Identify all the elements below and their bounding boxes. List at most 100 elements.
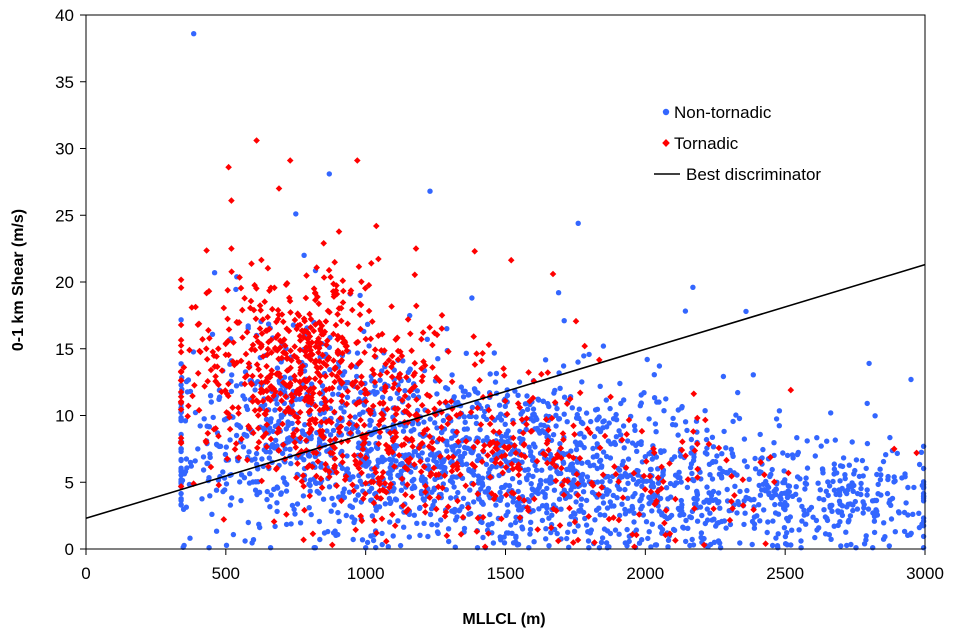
non-tornadic-point — [594, 452, 600, 458]
tornadic-point — [232, 440, 240, 447]
tornadic-point — [301, 327, 308, 335]
tornadic-point — [330, 464, 338, 472]
tornadic-point — [710, 505, 717, 513]
tornadic-point — [322, 460, 329, 468]
tornadic-point — [383, 369, 391, 376]
tornadic-point — [264, 264, 272, 272]
non-tornadic-point — [854, 506, 861, 512]
tornadic-point — [309, 416, 316, 423]
non-tornadic-point — [178, 382, 184, 388]
non-tornadic-point — [760, 481, 766, 487]
non-tornadic-point — [710, 458, 716, 465]
tornadic-point — [638, 427, 646, 435]
tornadic-point — [530, 377, 538, 385]
non-tornadic-point — [223, 542, 230, 548]
non-tornadic-point — [597, 458, 603, 464]
tornadic-point — [326, 437, 334, 444]
tornadic-point — [283, 280, 291, 287]
tornadic-point — [267, 383, 275, 390]
non-tornadic-point — [888, 516, 895, 522]
non-tornadic-point — [575, 359, 581, 365]
non-tornadic-point — [796, 527, 802, 533]
non-tornadic-point — [613, 411, 619, 418]
tornadic-point — [574, 536, 582, 544]
tornadic-point — [500, 365, 507, 372]
non-tornadic-point — [910, 511, 916, 517]
non-tornadic-point — [613, 417, 620, 423]
non-tornadic-point — [534, 425, 540, 432]
non-tornadic-point — [234, 422, 240, 428]
non-tornadic-point — [252, 456, 258, 462]
tornadic-point — [403, 408, 410, 415]
tornadic-point — [641, 486, 649, 493]
non-tornadic-point — [585, 538, 592, 544]
tornadic-point — [599, 471, 607, 479]
non-tornadic-point — [589, 489, 596, 496]
non-tornadic-point — [830, 478, 836, 485]
non-tornadic-point — [638, 400, 644, 406]
non-tornadic-point — [831, 461, 837, 467]
non-tornadic-point — [608, 441, 614, 447]
non-tornadic-point — [812, 453, 818, 459]
non-tornadic-point — [267, 425, 273, 431]
non-tornadic-point — [493, 370, 500, 377]
non-tornadic-point — [554, 405, 560, 412]
tornadic-point — [438, 424, 445, 431]
non-tornadic-point — [592, 517, 598, 523]
non-tornadic-point — [312, 545, 318, 551]
non-tornadic-point — [242, 538, 248, 544]
non-tornadic-point — [601, 418, 607, 424]
tornadic-point — [570, 422, 577, 430]
non-tornadic-point — [631, 423, 638, 429]
non-tornadic-point — [368, 533, 374, 539]
non-tornadic-point — [784, 515, 790, 522]
tornadic-point — [661, 519, 668, 527]
non-tornadic-point — [643, 519, 650, 525]
non-tornadic-point — [539, 503, 546, 509]
non-tornadic-point — [761, 507, 767, 513]
non-tornadic-point — [417, 532, 423, 538]
tornadic-point — [235, 454, 243, 461]
non-tornadic-point — [503, 482, 509, 488]
tornadic-point — [195, 406, 203, 414]
tornadic-point — [291, 316, 299, 324]
non-tornadic-point — [794, 451, 801, 458]
non-tornadic-point — [460, 495, 467, 501]
non-tornadic-point — [579, 477, 586, 484]
non-tornadic-point — [267, 449, 273, 455]
tornadic-point — [382, 385, 389, 392]
non-tornadic-point — [330, 530, 337, 536]
non-tornadic-point — [578, 442, 584, 448]
non-tornadic-point — [263, 416, 270, 422]
non-tornadic-point — [414, 388, 420, 394]
tornadic-point — [523, 415, 530, 422]
tornadic-point — [497, 460, 504, 467]
tornadic-point — [258, 330, 266, 337]
tornadic-point — [305, 339, 312, 346]
tornadic-point — [379, 400, 387, 407]
tornadic-point — [378, 515, 386, 523]
tornadic-point — [326, 473, 333, 481]
non-tornadic-point — [752, 455, 758, 462]
non-tornadic-point — [529, 486, 535, 492]
non-tornadic-point — [558, 470, 564, 477]
tornadic-point — [367, 335, 375, 343]
non-tornadic-point — [352, 497, 359, 503]
non-tornadic-point — [421, 419, 427, 425]
tornadic-point — [272, 465, 280, 473]
non-tornadic-point — [530, 455, 536, 461]
tornadic-point — [383, 538, 390, 545]
tornadic-point — [210, 426, 218, 433]
non-tornadic-point — [210, 414, 216, 421]
non-tornadic-point — [461, 426, 468, 432]
tornadic-point — [739, 476, 747, 483]
non-tornadic-point — [667, 514, 673, 521]
tornadic-point — [761, 471, 768, 479]
tornadic-point — [379, 469, 387, 476]
non-tornadic-point — [444, 386, 451, 392]
tornadic-point — [273, 370, 280, 378]
tornadic-point — [308, 394, 315, 401]
tornadic-point — [281, 455, 289, 463]
non-tornadic-point — [343, 512, 349, 519]
